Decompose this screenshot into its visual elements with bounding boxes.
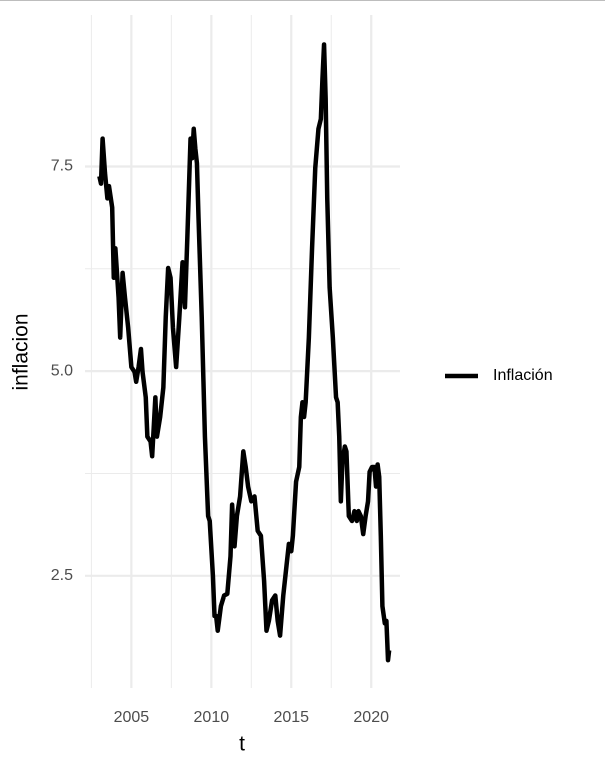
y-axis-title: inflacion <box>10 313 33 390</box>
y-tick-label: 7.5 <box>51 158 73 175</box>
legend-label: Inflación <box>493 367 553 384</box>
y-tick-label: 2.5 <box>51 567 73 584</box>
y-tick-label: 5.0 <box>51 362 73 379</box>
x-tick-label: 2010 <box>194 709 230 726</box>
x-tick-label: 2005 <box>114 709 150 726</box>
legend: Inflación <box>445 367 553 384</box>
plot <box>97 42 392 663</box>
line-series <box>97 42 392 663</box>
x-tick-label: 2015 <box>273 709 309 726</box>
x-tick-label: 2020 <box>353 709 389 726</box>
x-axis-title: t <box>239 733 245 756</box>
grid <box>85 15 400 688</box>
